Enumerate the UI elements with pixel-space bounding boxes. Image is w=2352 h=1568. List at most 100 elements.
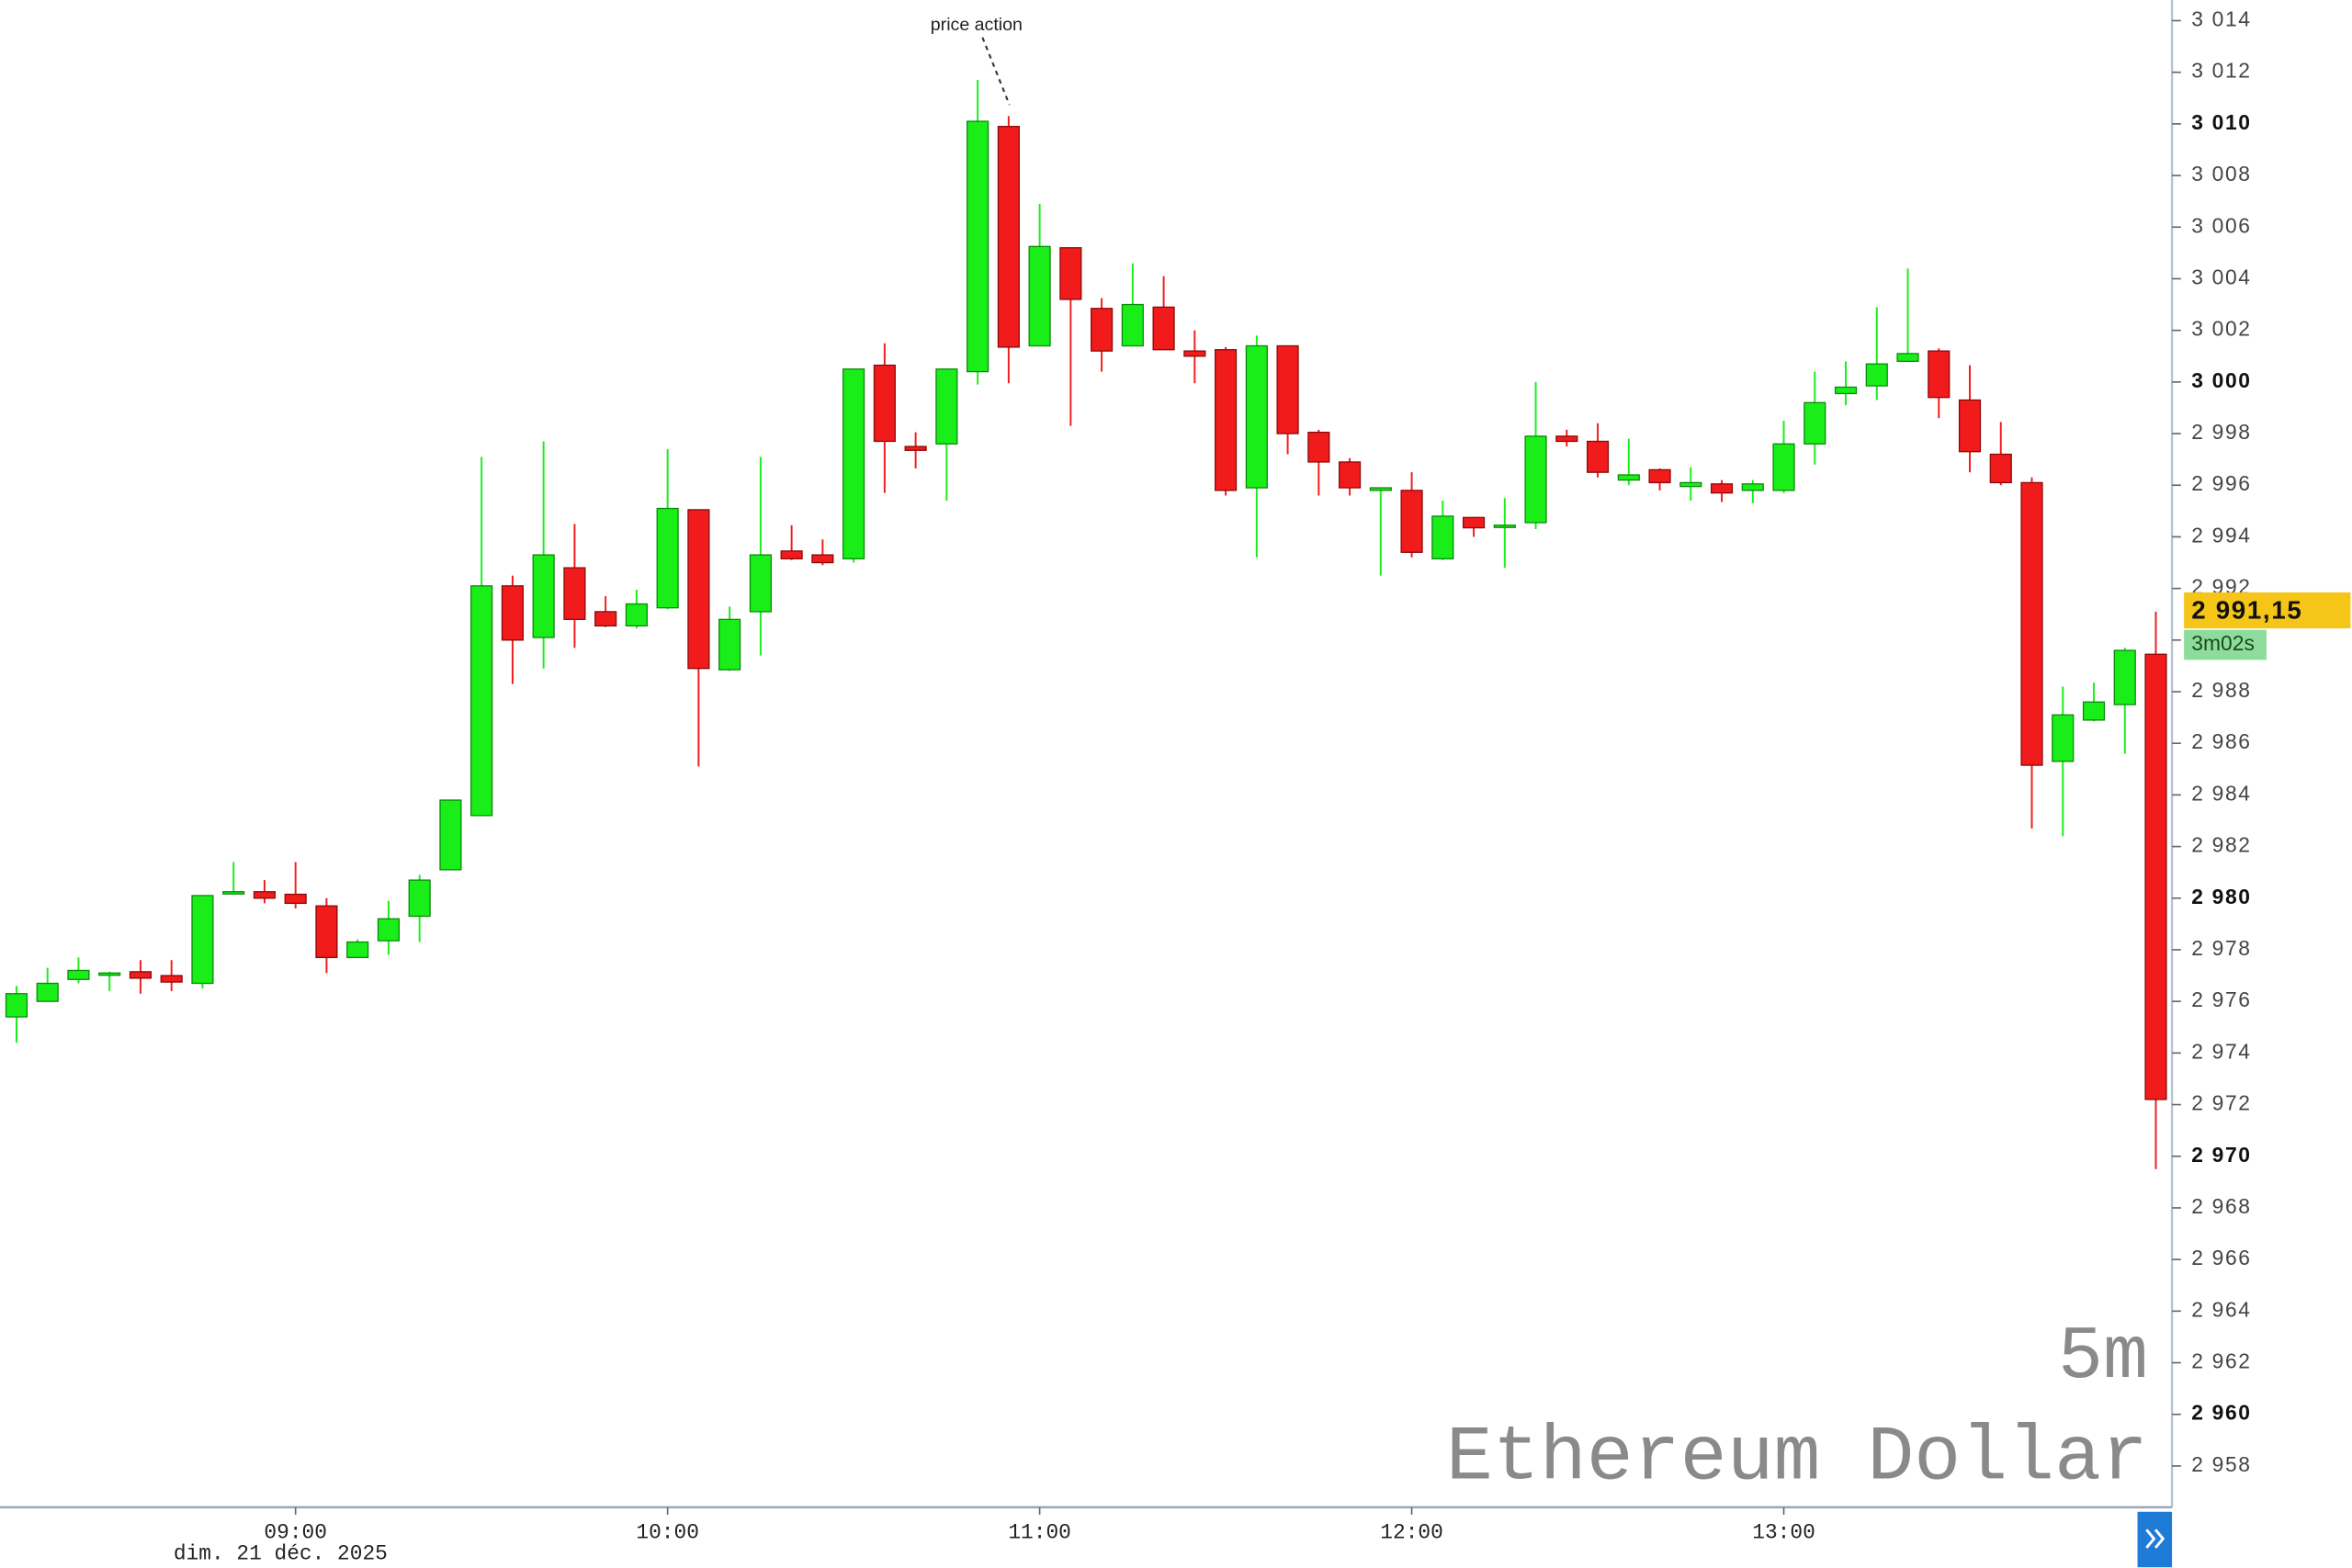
candle-body: [625, 603, 648, 627]
candle-body: [1772, 443, 1795, 491]
candle-body: [377, 918, 401, 942]
candle-body: [687, 509, 710, 670]
candle-body: [1215, 349, 1238, 491]
candle-body: [5, 993, 28, 1018]
y-tick-label: 2 976: [2191, 987, 2251, 1011]
candle-body: [1091, 308, 1114, 352]
candle-body: [1400, 490, 1423, 553]
candle-body: [253, 891, 277, 899]
candle-body: [532, 554, 555, 638]
candle-body: [563, 567, 586, 620]
candle-body: [2020, 481, 2043, 766]
last-price-label: 2 991,15: [2191, 595, 2302, 624]
y-tick-label: 2 982: [2191, 833, 2251, 857]
candle-body: [315, 905, 338, 959]
candle-body: [1586, 440, 1610, 473]
candle-body: [1245, 344, 1268, 489]
x-tick-label: 11:00: [1008, 1521, 1071, 1545]
candle-body: [749, 554, 772, 613]
y-tick-label: 2 958: [2191, 1452, 2251, 1476]
candle-body: [1834, 386, 1858, 395]
y-tick-label: 3 008: [2191, 162, 2251, 186]
candle-body: [656, 507, 679, 609]
x-tick-label: 13:00: [1752, 1521, 1815, 1545]
candle-body: [1431, 515, 1454, 559]
y-tick-label: 2 972: [2191, 1091, 2251, 1115]
y-tick-label: 2 960: [2191, 1401, 2251, 1425]
candle-body: [594, 611, 617, 627]
x-tick-label: 10:00: [636, 1521, 699, 1545]
x-tick-label: 09:00: [264, 1521, 327, 1545]
y-tick-label: 3 014: [2191, 7, 2251, 31]
candle-body: [1804, 401, 1826, 445]
date-label: dim. 21 déc. 2025: [174, 1542, 388, 1566]
y-tick-label: 3 006: [2191, 213, 2251, 237]
candle-body: [1865, 363, 1888, 387]
y-tick-label: 2 968: [2191, 1194, 2251, 1218]
candle-body: [2082, 701, 2106, 721]
candle-body: [1958, 399, 1982, 453]
y-tick-label: 2 966: [2191, 1246, 2251, 1269]
candle-body: [408, 879, 431, 918]
y-tick-label: 2 984: [2191, 781, 2251, 805]
y-tick-label: 3 002: [2191, 317, 2251, 341]
candle-body: [191, 895, 214, 985]
candle-body: [1152, 306, 1175, 351]
candle-body: [842, 368, 865, 559]
candle-body: [1028, 245, 1051, 347]
y-tick-label: 3 012: [2191, 59, 2251, 83]
candle-body: [1989, 453, 2012, 484]
candle-body: [1059, 247, 1082, 300]
candle-body: [935, 368, 958, 445]
y-tick-label: 3 000: [2191, 368, 2251, 392]
candle-body: [439, 799, 462, 871]
candle-body: [2113, 649, 2136, 705]
annotation-text: price action: [931, 15, 1023, 35]
candle-body: [2144, 653, 2167, 1100]
candle-body: [1524, 435, 1547, 524]
candle-body: [1679, 481, 1702, 488]
y-tick-label: 2 964: [2191, 1297, 2251, 1321]
x-tick-label: 12:00: [1380, 1521, 1443, 1545]
candle-body: [1928, 350, 1951, 399]
candle-body: [1338, 461, 1362, 489]
candle-body: [1648, 468, 1671, 484]
last-price-box: [2184, 592, 2351, 629]
candle-body: [1183, 350, 1206, 357]
candle-body: [904, 446, 927, 451]
candle-body: [967, 120, 989, 373]
y-tick-label: 2 978: [2191, 936, 2251, 960]
scroll-button[interactable]: [2137, 1511, 2173, 1568]
watermark-interval: 5m: [2058, 1314, 2148, 1400]
candle-body: [346, 941, 369, 959]
candle-body: [36, 982, 59, 1002]
candle-body: [1462, 516, 1486, 529]
watermark-symbol: Ethereum Dollar: [1446, 1414, 2148, 1502]
candle-body: [222, 891, 245, 895]
candle-body: [129, 971, 153, 979]
countdown-box: [2184, 629, 2267, 660]
candle-body: [1369, 487, 1392, 491]
y-tick-label: 2 970: [2191, 1143, 2251, 1167]
candle-body: [98, 972, 121, 976]
candle-body: [1710, 483, 1734, 494]
y-tick-label: 2 980: [2191, 885, 2251, 908]
scroll-button-icon[interactable]: [2145, 1529, 2165, 1549]
y-tick-label: 2 994: [2191, 523, 2251, 547]
candle-body: [1555, 435, 1578, 443]
candle-body: [67, 969, 90, 980]
candle-body: [780, 550, 803, 559]
candle-body: [1617, 474, 1640, 481]
y-tick-label: 3 010: [2191, 110, 2251, 134]
candle-body: [160, 975, 183, 983]
candle-body: [811, 554, 834, 564]
candle-body: [1896, 353, 1919, 363]
y-tick-label: 2 998: [2191, 420, 2251, 444]
candle-body: [1741, 483, 1764, 491]
y-tick-label: 2 996: [2191, 471, 2251, 495]
candle-body: [1307, 431, 1330, 463]
countdown-label: 3m02s: [2191, 631, 2255, 655]
candle-body: [873, 364, 896, 443]
